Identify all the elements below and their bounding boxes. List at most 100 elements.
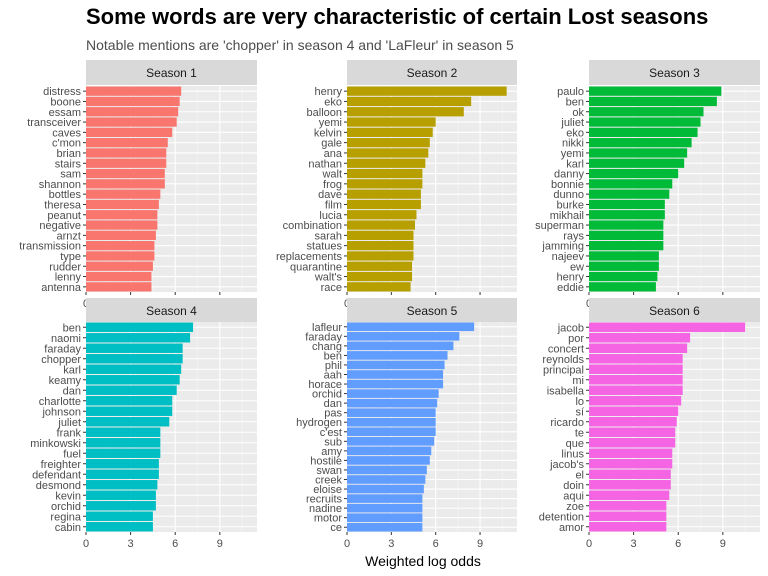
y-tick-label: ana (324, 148, 343, 160)
bar (347, 199, 421, 210)
bar (589, 210, 665, 220)
y-tick-label: defendant (32, 469, 81, 481)
y-tick-label: faraday (44, 343, 81, 355)
y-tick-label: minkowski (30, 438, 81, 450)
bar (86, 333, 191, 343)
y-tick-label: balloon (307, 107, 342, 119)
bar (347, 168, 423, 179)
bar (86, 271, 152, 282)
bar (347, 503, 423, 513)
y-tick-label: jacob's (549, 459, 584, 471)
bar (86, 261, 153, 271)
y-tick-label: isabella (547, 385, 585, 397)
y-tick-label: johnson (41, 406, 81, 418)
bar (589, 241, 664, 251)
bar (347, 210, 417, 220)
y-tick-label: phil (325, 360, 342, 372)
bar (86, 480, 158, 490)
facet-strip (86, 60, 257, 85)
bar (589, 490, 670, 500)
bar (86, 417, 170, 427)
bar (589, 251, 659, 261)
chart-title: Some words are very characteristic of ce… (86, 4, 709, 29)
y-tick-label: desmond (36, 480, 81, 492)
bar (347, 261, 413, 271)
bar (347, 138, 430, 148)
y-tick-label: freighter (41, 459, 82, 471)
x-tick-label: 6 (675, 538, 681, 550)
facet-label: Season 3 (649, 66, 700, 80)
bar (589, 179, 673, 189)
y-tick-label: frog (323, 179, 342, 191)
bar (589, 220, 664, 230)
y-tick-label: swan (316, 465, 342, 477)
bar (347, 241, 414, 251)
bar (86, 148, 167, 158)
bar (589, 385, 683, 395)
bar (347, 465, 427, 475)
y-tick-label: yemi (561, 148, 584, 160)
bar (86, 343, 183, 353)
bar (589, 117, 701, 127)
y-tick-label: najeev (552, 251, 585, 263)
bar (347, 389, 439, 398)
y-tick-label: race (321, 282, 342, 294)
x-tick-label: 3 (388, 538, 394, 550)
x-tick-label: 3 (128, 538, 134, 550)
y-tick-label: peanut (47, 210, 81, 222)
y-tick-label: zoe (566, 501, 584, 513)
bar (589, 148, 688, 158)
y-tick-label: hydrogen (296, 417, 342, 429)
y-tick-label: lucia (319, 210, 343, 222)
panel-background (347, 86, 517, 292)
y-tick-label: jacob (557, 322, 584, 334)
y-tick-label: combination (283, 220, 342, 232)
y-tick-label: dunno (553, 189, 584, 201)
bar (86, 179, 165, 189)
y-tick-label: statues (307, 241, 343, 253)
y-tick-label: chang (312, 341, 342, 353)
bar (589, 343, 688, 353)
y-tick-label: que (566, 438, 584, 450)
y-tick-label: dan (324, 398, 342, 410)
y-tick-label: mikhail (550, 210, 584, 222)
x-tick-label: 9 (217, 538, 223, 550)
y-tick-label: rudder (49, 261, 81, 273)
y-tick-label: faraday (305, 331, 342, 343)
y-tick-label: te (575, 427, 584, 439)
bar (347, 408, 436, 417)
y-tick-label: walt's (314, 272, 343, 284)
y-tick-label: danny (554, 169, 584, 181)
y-tick-label: distress (43, 86, 81, 98)
y-tick-label: sarah (314, 230, 342, 242)
y-tick-label: theresa (44, 199, 82, 211)
x-tick-label: 6 (433, 538, 439, 550)
y-tick-label: naomi (51, 333, 81, 345)
x-tick-label: 0 (586, 538, 592, 550)
y-tick-label: kevin (55, 490, 81, 502)
y-tick-label: henry (556, 272, 584, 284)
bar (86, 364, 182, 374)
y-tick-label: superman (535, 220, 584, 232)
bar (86, 210, 158, 220)
y-tick-label: fuel (63, 448, 81, 460)
x-tick-label: 6 (172, 538, 178, 550)
facet-strip (589, 60, 760, 85)
bar (86, 427, 161, 437)
bar (86, 501, 156, 511)
y-tick-label: por (568, 333, 584, 345)
bar (589, 261, 659, 271)
y-tick-label: kelvin (314, 127, 342, 139)
bar (589, 522, 667, 532)
y-tick-label: karl (566, 158, 584, 170)
facet-label: Season 1 (146, 66, 197, 80)
bar (589, 438, 676, 448)
y-tick-label: c'est (320, 427, 342, 439)
bar (589, 86, 722, 96)
bar (589, 271, 658, 282)
y-tick-label: nadine (309, 503, 342, 515)
facet-label: Season 2 (407, 66, 458, 80)
bar (86, 138, 168, 148)
y-tick-label: ricardo (550, 417, 584, 429)
